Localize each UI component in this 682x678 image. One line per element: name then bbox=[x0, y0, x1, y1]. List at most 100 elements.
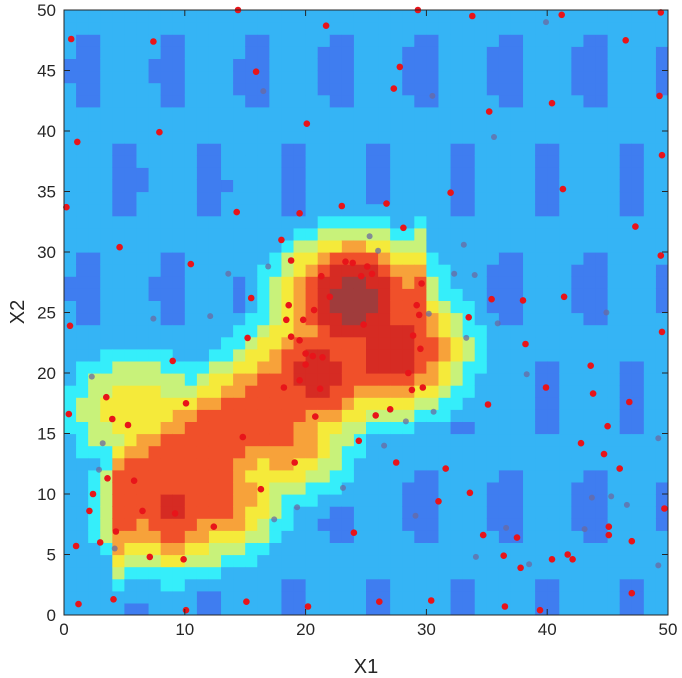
surface-cell bbox=[329, 421, 343, 435]
surface-cell bbox=[414, 22, 427, 35]
surface-cell bbox=[64, 348, 77, 362]
surface-cell bbox=[329, 566, 343, 580]
surface-cell bbox=[366, 252, 379, 265]
surface-cell bbox=[462, 360, 476, 374]
surface-cell bbox=[88, 421, 101, 435]
surface-cell bbox=[221, 94, 234, 108]
surface-cell bbox=[450, 542, 464, 556]
surface-cell bbox=[64, 590, 77, 604]
surface-cell bbox=[184, 300, 198, 314]
surface-cell bbox=[293, 397, 307, 410]
surface-cell bbox=[438, 143, 452, 156]
sample-point bbox=[569, 556, 576, 563]
surface-cell bbox=[498, 348, 512, 362]
surface-cell bbox=[498, 227, 512, 241]
surface-cell bbox=[655, 288, 668, 301]
sample-point bbox=[589, 390, 597, 397]
surface-cell bbox=[76, 155, 89, 168]
surface-cell bbox=[305, 578, 319, 592]
surface-cell bbox=[438, 590, 452, 604]
surface-cell bbox=[184, 590, 198, 604]
surface-cell bbox=[366, 191, 379, 205]
surface-cell bbox=[655, 58, 668, 72]
surface-cell bbox=[583, 215, 597, 229]
surface-cell bbox=[112, 276, 125, 289]
surface-cell bbox=[510, 312, 524, 326]
surface-cell bbox=[607, 22, 621, 35]
faded-point-series bbox=[88, 19, 662, 569]
sample-point bbox=[632, 223, 639, 230]
surface-cell bbox=[112, 94, 125, 108]
surface-cell bbox=[124, 360, 138, 374]
surface-cell bbox=[341, 227, 355, 241]
surface-cell bbox=[414, 167, 427, 180]
sample-point bbox=[96, 539, 104, 546]
surface-cell bbox=[402, 360, 415, 374]
surface-cell bbox=[88, 578, 101, 592]
surface-cell bbox=[607, 239, 621, 253]
surface-cell bbox=[160, 167, 174, 180]
surface-cell bbox=[257, 22, 270, 35]
sample-point bbox=[501, 603, 509, 610]
surface-cell bbox=[619, 227, 633, 241]
surface-cell bbox=[607, 215, 621, 229]
surface-cell bbox=[498, 239, 512, 253]
surface-cell bbox=[631, 227, 645, 241]
surface-cell bbox=[196, 590, 210, 604]
surface-cell bbox=[619, 191, 633, 205]
surface-cell bbox=[281, 22, 295, 35]
surface-cell bbox=[571, 82, 585, 96]
surface-cell bbox=[124, 373, 138, 386]
surface-cell bbox=[221, 602, 234, 615]
surface-cell bbox=[233, 82, 246, 96]
surface-cell bbox=[245, 457, 258, 471]
surface-cell bbox=[317, 300, 331, 314]
surface-cell bbox=[100, 518, 113, 531]
surface-cell bbox=[64, 312, 77, 326]
surface-cell bbox=[245, 179, 258, 193]
sample-point bbox=[285, 301, 293, 309]
surface-cell bbox=[257, 433, 270, 447]
surface-cell bbox=[341, 22, 355, 35]
surface-cell bbox=[269, 191, 283, 205]
surface-cell bbox=[269, 481, 283, 495]
surface-cell bbox=[523, 433, 536, 447]
surface-cell bbox=[390, 385, 403, 398]
surface-cell bbox=[196, 518, 210, 531]
surface-cell bbox=[643, 409, 657, 422]
surface-cell bbox=[269, 276, 283, 289]
surface-cell bbox=[571, 264, 585, 277]
surface-cell bbox=[281, 445, 295, 459]
surface-cell bbox=[426, 397, 440, 410]
surface-cell bbox=[426, 58, 440, 72]
surface-cell bbox=[269, 530, 283, 543]
surface-cell bbox=[64, 227, 77, 241]
surface-cell bbox=[257, 312, 270, 326]
surface-cell bbox=[124, 264, 138, 277]
surface-cell bbox=[486, 300, 500, 314]
surface-cell bbox=[462, 385, 476, 398]
surface-cell bbox=[124, 385, 138, 398]
surface-cell bbox=[353, 445, 367, 459]
surface-cell bbox=[438, 566, 452, 580]
surface-cell bbox=[535, 34, 548, 47]
surface-cell bbox=[221, 82, 234, 96]
surface-cell bbox=[559, 94, 572, 108]
surface-cell bbox=[571, 106, 585, 120]
surface-cell bbox=[76, 264, 89, 277]
surface-cell bbox=[547, 179, 560, 193]
surface-cell bbox=[233, 300, 246, 314]
surface-cell bbox=[353, 155, 367, 168]
surface-cell bbox=[450, 481, 464, 495]
surface-cell bbox=[510, 469, 524, 483]
surface-cell bbox=[257, 457, 270, 471]
surface-cell bbox=[112, 34, 125, 47]
surface-cell bbox=[366, 276, 379, 289]
surface-cell bbox=[257, 10, 270, 23]
surface-cell bbox=[619, 542, 633, 556]
surface-cell bbox=[366, 542, 379, 556]
surface-cell bbox=[643, 106, 657, 120]
surface-cell bbox=[474, 373, 488, 386]
surface-cell bbox=[233, 155, 246, 168]
surface-cell bbox=[607, 288, 621, 301]
